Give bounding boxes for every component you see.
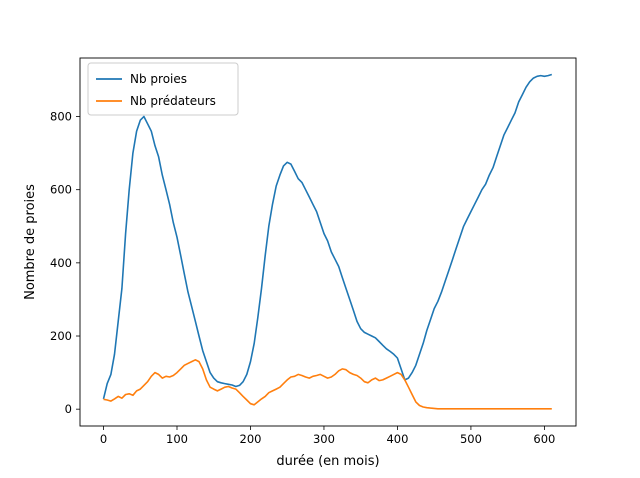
legend-label-1: Nb proies (130, 72, 187, 86)
x-tick-label: 0 (100, 432, 107, 446)
x-tick-label: 200 (240, 432, 262, 446)
y-tick-label: 200 (50, 329, 72, 343)
x-tick-label: 400 (386, 432, 408, 446)
x-axis-label: durée (en mois) (276, 454, 379, 469)
x-tick-label: 300 (313, 432, 335, 446)
y-tick-label: 400 (50, 256, 72, 270)
x-tick-label: 600 (533, 432, 555, 446)
series-layer (102, 73, 553, 410)
legend: Nb proies Nb prédateurs (87, 62, 239, 116)
legend-label-2: Nb prédateurs (130, 94, 216, 108)
x-axis: 0 100 200 300 400 500 600 (100, 426, 555, 446)
plot-frame (79, 57, 577, 427)
y-axis: 0 200 400 600 800 (50, 110, 80, 416)
x-tick-label: 500 (460, 432, 482, 446)
y-tick-label: 800 (50, 110, 72, 124)
x-tick-label: 100 (166, 432, 188, 446)
series-line-2 (103, 358, 552, 410)
legend-box (87, 62, 239, 116)
series-line-1 (102, 73, 553, 400)
y-axis-label: Nombre de proies (23, 184, 38, 300)
y-tick-label: 0 (65, 402, 72, 416)
y-tick-label: 600 (50, 183, 72, 197)
